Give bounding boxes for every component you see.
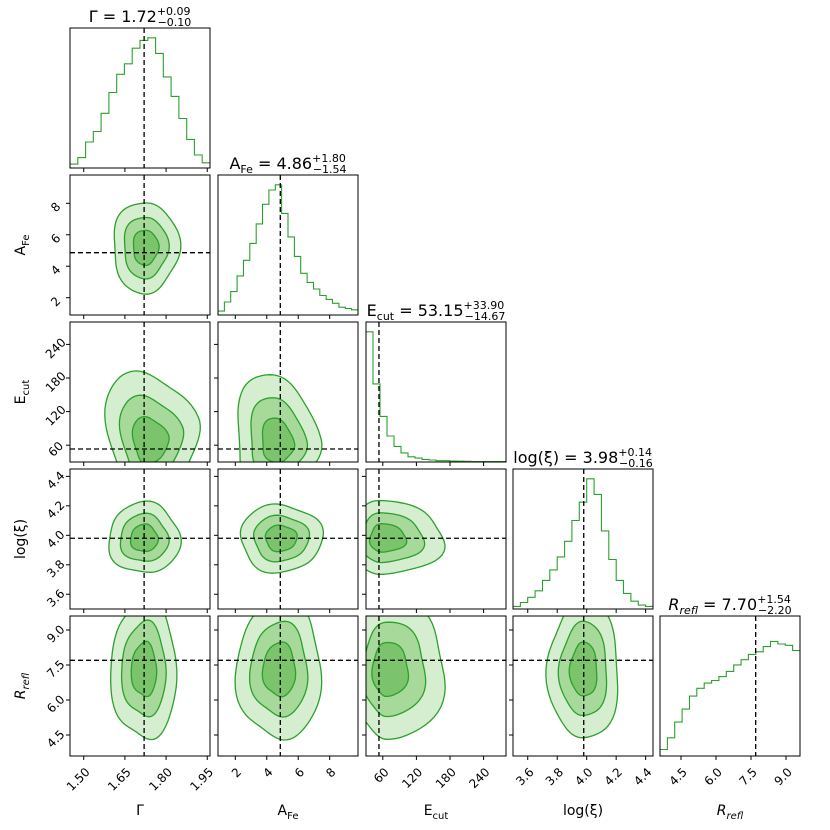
y-tick-label: 6.0	[44, 692, 67, 715]
histogram-step	[218, 184, 358, 315]
histogram-panel-logxi	[512, 468, 654, 613]
panel-frame	[217, 174, 359, 316]
panel-title-A_Fe: AFe = 4.86+1.80 −1.54	[229, 152, 346, 176]
histogram-step	[70, 37, 210, 168]
y-tick-label: 3.6	[44, 587, 67, 610]
panel-frame	[69, 468, 211, 610]
x-tick-label: 4.5	[667, 765, 690, 788]
contour-panel-R_refl-vs-A_Fe: 2 4 6 8	[214, 615, 359, 780]
x-tick-label: 240	[466, 765, 492, 791]
panel-title-Γ: Γ = 1.72+0.09 −0.10	[89, 5, 192, 29]
contour-level-3	[371, 641, 410, 698]
x-tick-label: 4.4	[631, 765, 654, 788]
y-axis-label-logxi: log(ξ)	[13, 519, 29, 559]
contour-panel-logxi-vs-E_cut	[362, 468, 507, 613]
contour-panel-R_refl-vs-Γ: 1.50 1.65 1.80 1.95 4.5 6.0 7.5 9.0	[44, 615, 216, 794]
x-axis-label-R_refl: Rrefl	[717, 803, 744, 822]
panel-frame	[365, 321, 507, 463]
y-tick-label: 6	[48, 231, 63, 246]
x-tick-label: 1.65	[105, 765, 134, 794]
x-tick-label: 6.0	[702, 765, 725, 788]
y-tick-label: 9.0	[44, 622, 67, 645]
contour-level-3	[264, 524, 298, 553]
panel-title-logxi: log(ξ) = 3.98+0.14 −0.16	[513, 446, 652, 470]
histogram-step	[366, 331, 506, 462]
contour-level-3	[261, 641, 297, 698]
contour-level-3	[132, 229, 160, 267]
y-tick-label: 4.2	[44, 498, 67, 521]
y-axis-label-R_refl: Rrefl	[13, 672, 32, 699]
y-tick-label: 4.5	[44, 727, 67, 750]
panel-title-E_cut: Ecut = 53.15+33.90 −14.67	[367, 299, 506, 323]
panel-frame	[217, 615, 359, 757]
y-tick-label: 7.5	[44, 657, 67, 680]
y-tick-label: 2	[48, 294, 63, 309]
contour-level-3	[131, 415, 170, 462]
panel-frame	[217, 321, 359, 463]
y-tick-label: 4.4	[44, 469, 67, 492]
panel-frame	[512, 468, 654, 610]
y-axis-label-A_Fe: AFe	[13, 235, 32, 256]
histogram-panel-R_refl: 4.5 6.0 7.5 9.0	[659, 615, 801, 788]
contour-panel-E_cut-vs-A_Fe	[214, 321, 359, 466]
panel-frame	[365, 615, 507, 757]
panel-frame	[69, 321, 211, 463]
x-tick-label: 9.0	[772, 765, 795, 788]
x-axis-label-Γ: Γ	[136, 803, 144, 819]
x-tick-label: 1.50	[64, 765, 93, 794]
panel-frame	[69, 27, 211, 169]
panel-title-R_refl: Rrefl = 7.70+1.54 −2.20	[668, 593, 791, 617]
y-tick-label: 4	[48, 263, 63, 278]
contour-level-3	[261, 417, 296, 462]
y-tick-label: 8	[48, 200, 63, 215]
x-tick-label: 8	[323, 765, 338, 780]
x-tick-label: 1.80	[146, 765, 175, 794]
contour-panel-R_refl-vs-E_cut: 60 120 180 240	[362, 615, 507, 791]
x-axis-label-logxi: log(ξ)	[563, 803, 603, 819]
histogram-panel-E_cut	[365, 321, 507, 466]
histogram-step	[660, 640, 800, 756]
histogram-panel-A_Fe	[217, 174, 359, 319]
y-tick-label: 180	[43, 369, 69, 395]
y-tick-label: 120	[43, 403, 69, 429]
histogram-step	[513, 478, 653, 609]
x-axis-label-A_Fe: AFe	[278, 803, 299, 822]
y-tick-label: 240	[43, 335, 69, 361]
histogram-panel-Γ	[69, 27, 211, 172]
panel-frame	[512, 615, 654, 757]
x-tick-label: 2	[229, 765, 244, 780]
x-tick-label: 7.5	[737, 765, 760, 788]
contour-panel-logxi-vs-A_Fe	[214, 468, 359, 613]
contour-panel-A_Fe-vs-Γ: 2 4 6 8	[48, 174, 211, 319]
x-tick-label: 1.95	[187, 765, 216, 794]
x-axis-label-E_cut: Ecut	[424, 803, 449, 822]
y-tick-label: 3.8	[44, 557, 67, 580]
panel-frame	[217, 468, 359, 610]
x-tick-label: 60	[371, 765, 392, 786]
contour-panel-logxi-vs-Γ: 3.6 3.8 4.0 4.2 4.4	[44, 468, 211, 613]
y-tick-label: 4.0	[44, 528, 67, 551]
x-tick-label: 4	[260, 765, 275, 780]
y-axis-label-E_cut: Ecut	[13, 380, 32, 405]
x-tick-label: 3.6	[513, 765, 536, 788]
contour-panel-R_refl-vs-logxi: 3.6 3.8 4.0 4.2 4.4	[509, 615, 655, 788]
panel-frame	[69, 615, 211, 757]
x-tick-label: 120	[399, 765, 425, 791]
panel-frame	[659, 615, 801, 757]
panel-frame	[365, 468, 507, 610]
contour-panel-E_cut-vs-Γ: 60 120 180 240	[43, 321, 211, 466]
x-tick-label: 3.8	[543, 765, 566, 788]
panel-frame	[69, 174, 211, 316]
x-tick-label: 4.2	[602, 765, 625, 788]
x-tick-label: 6	[292, 765, 307, 780]
contour-level-3	[568, 641, 598, 697]
x-tick-label: 180	[433, 765, 459, 791]
y-tick-label: 60	[45, 439, 66, 460]
x-tick-label: 4.0	[572, 765, 595, 788]
